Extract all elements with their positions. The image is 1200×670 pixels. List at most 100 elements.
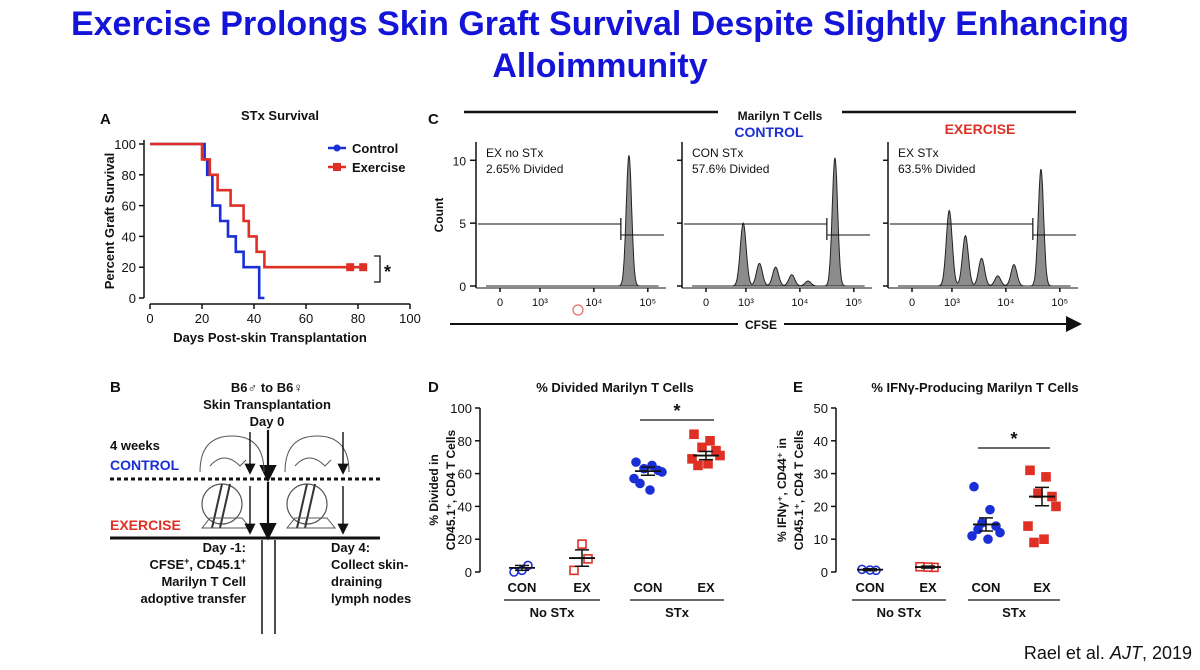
data-point <box>635 478 645 489</box>
panel-b: B B6♂ to B6♀ Skin Transplantation Day 0 4 we… <box>110 379 411 634</box>
x-tick-label: 100 <box>399 311 421 326</box>
cursor-dot <box>572 304 584 316</box>
panel-letter-a: A <box>100 111 111 128</box>
group-label: STx <box>665 605 690 620</box>
cfse-text: CFSE <box>149 557 184 572</box>
y-tick-label: 20 <box>122 260 136 275</box>
y-tick-label: 30 <box>814 467 828 482</box>
category-label: EX <box>1033 580 1051 595</box>
mouse-icon <box>294 457 332 467</box>
wheel-spokes-icon <box>211 483 231 529</box>
y-axis-label: Count <box>432 198 446 233</box>
exercise-label: EXERCISE <box>110 517 181 533</box>
data-point <box>629 473 639 484</box>
x-tick-label: 10³ <box>738 297 754 309</box>
histogram-1 <box>486 155 659 287</box>
x-tick-label: 10⁴ <box>791 297 808 309</box>
chart-title: % IFNγ-Producing Marilyn T Cells <box>871 380 1078 395</box>
divided-percent: 2.65% Divided <box>486 162 563 176</box>
cd45-text: , CD45.1 <box>189 557 240 572</box>
transplant-header-1: B6♂ to B6♀ <box>231 380 303 395</box>
transplant-header-3: Day 0 <box>250 414 285 429</box>
data-point <box>973 524 983 535</box>
divided-percent: 63.5% Divided <box>898 162 975 176</box>
x-tick-label: 10⁵ <box>845 297 862 309</box>
data-point <box>1039 534 1049 545</box>
chart-title: % Divided Marilyn T Cells <box>536 380 694 395</box>
mouse-icon <box>209 457 247 467</box>
wheel-stand-icon <box>200 517 252 529</box>
data-point <box>631 457 641 467</box>
control-label: CONTROL <box>110 457 180 473</box>
cage-icon <box>284 435 350 473</box>
day-minus1-label: Day -1: <box>203 540 246 555</box>
y-axis-label-2: CD45.1⁺, CD4 T Cells <box>444 429 458 550</box>
data-point <box>645 485 655 495</box>
y-tick-label: 80 <box>122 168 136 183</box>
y-axis-label-1: % IFNγ⁺, CD44⁺ in <box>775 438 789 542</box>
exercise-label: EXERCISE <box>945 121 1016 137</box>
data-point <box>1025 465 1035 476</box>
citation-journal: AJT <box>1109 643 1142 663</box>
slide-title-line1: Exercise Prolongs Skin Graft Survival De… <box>70 5 1130 43</box>
citation: Rael et al. AJT, 2019 <box>1024 643 1192 664</box>
y-tick-label: 80 <box>458 434 472 449</box>
legend-marker <box>333 144 341 152</box>
day4-collect-1: Collect skin- <box>331 557 408 572</box>
y-tick-label: 40 <box>458 499 472 514</box>
legend-label-exercise: Exercise <box>352 160 406 175</box>
x-tick-label: 10⁴ <box>585 297 602 309</box>
day4-label: Day 4: <box>331 540 370 555</box>
censored-mark <box>359 263 368 272</box>
significance-star: * <box>673 401 680 421</box>
category-label: CON <box>972 580 1001 595</box>
y-tick-label: 40 <box>814 434 828 449</box>
category-label: CON <box>508 580 537 595</box>
control-label: CONTROL <box>734 124 804 140</box>
panel-d: D % Divided Marilyn T Cells 0 20 40 60 80 100 % … <box>427 379 725 620</box>
x-axis-label: Days Post-skin Transplantation <box>173 330 367 345</box>
y-tick-label: 100 <box>114 137 136 152</box>
citation-year: , 2019 <box>1141 643 1192 663</box>
x-tick-label: 0 <box>703 297 709 309</box>
data-point <box>1023 521 1033 531</box>
histogram-name: EX no STx <box>486 146 543 160</box>
x-tick-label: 0 <box>909 297 915 309</box>
significance-bracket <box>374 255 381 283</box>
data-point <box>995 527 1005 538</box>
slide-title-line2: Alloimmunity <box>492 47 708 85</box>
y-tick-label: 10 <box>453 154 467 168</box>
data-point <box>703 458 713 469</box>
censored-mark <box>346 263 355 272</box>
data-point <box>569 565 579 576</box>
group-label: No STx <box>877 605 923 620</box>
data-point <box>1051 501 1061 512</box>
y-tick-label: 0 <box>821 565 828 580</box>
data-point <box>689 429 699 440</box>
y-tick-label: 0 <box>459 280 466 294</box>
data-point <box>693 460 703 471</box>
day-minus1-cells: CFSE+, CD45.1+ <box>149 556 246 572</box>
y-tick-label: 0 <box>465 565 472 580</box>
x-axis-label: CFSE <box>745 318 777 332</box>
data-point <box>1041 472 1051 482</box>
x-tick-label: 10⁵ <box>639 297 656 309</box>
y-tick-label: 50 <box>814 401 828 416</box>
category-label: EX <box>697 580 715 595</box>
x-tick-label: 40 <box>247 311 261 326</box>
citation-authors: Rael et al. <box>1023 643 1110 663</box>
histogram-2 <box>692 157 865 287</box>
cage-icon <box>199 435 265 473</box>
superscript-plus: + <box>184 556 189 566</box>
significance-star: * <box>1010 429 1017 449</box>
superscript-plus: + <box>241 556 246 566</box>
x-tick-label: 0 <box>146 311 153 326</box>
data-point <box>967 531 977 541</box>
data-point <box>983 534 993 545</box>
category-label: EX <box>573 580 591 595</box>
x-tick-label: 10⁵ <box>1051 297 1068 309</box>
divided-percent: 57.6% Divided <box>692 162 769 176</box>
chart-title: STx Survival <box>241 108 319 123</box>
